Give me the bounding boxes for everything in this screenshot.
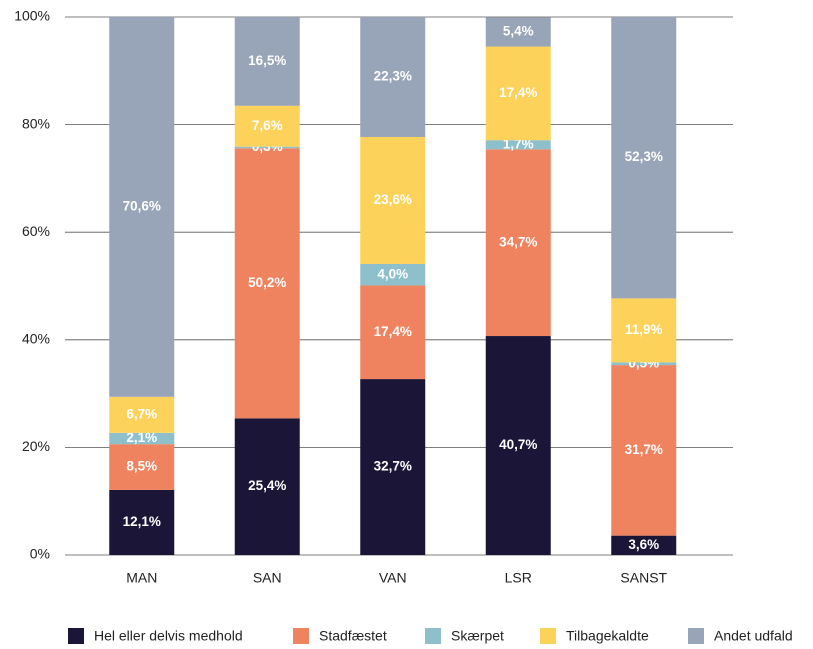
data-label: 31,7% (625, 442, 663, 457)
y-tick-label: 0% (30, 546, 50, 562)
data-label: 23,6% (374, 192, 412, 207)
data-label: 70,6% (123, 198, 161, 213)
x-tick-label: MAN (126, 570, 157, 586)
bar-segment (611, 362, 677, 366)
y-tick-label: 100% (14, 8, 50, 24)
bar-segment (360, 263, 426, 286)
bar-segment (485, 149, 551, 337)
bar-segment (485, 46, 551, 141)
bar-segment (360, 136, 426, 264)
data-label: 32,7% (374, 459, 412, 474)
bar-segment (234, 17, 300, 106)
bar-segment (234, 418, 300, 555)
data-label: 17,4% (374, 324, 412, 339)
legend-label: Tilbagekaldte (566, 628, 649, 644)
bar-segment (485, 336, 551, 555)
y-tick-label: 80% (22, 115, 50, 131)
data-label: 3,6% (628, 537, 659, 552)
data-label: 16,5% (248, 53, 286, 68)
y-tick-label: 20% (22, 438, 50, 454)
data-label: 4,0% (377, 266, 408, 281)
data-label: 11,9% (625, 322, 663, 337)
bar-segment (611, 298, 677, 363)
data-label: 52,3% (625, 149, 663, 164)
bar-segment (611, 535, 677, 555)
bar-segment (109, 396, 175, 433)
bar-segment (485, 140, 551, 150)
x-tick-label: VAN (379, 570, 407, 586)
data-label: 50,2% (248, 275, 286, 290)
x-tick-label: SAN (253, 570, 282, 586)
data-label: 8,5% (126, 459, 157, 474)
bar-segment (234, 148, 300, 419)
legend-label: Hel eller delvis medhold (94, 628, 243, 644)
data-label: 7,6% (252, 118, 283, 133)
legend-swatch (688, 628, 704, 644)
data-label: 22,3% (374, 69, 412, 84)
bar-segment (109, 17, 175, 397)
data-label: 5,4% (503, 24, 534, 39)
bar-segment (109, 432, 175, 445)
bar-segment (611, 17, 677, 299)
bar-segment (485, 17, 551, 47)
legend-swatch (68, 628, 84, 644)
y-tick-label: 40% (22, 331, 50, 347)
legend-label: Andet udfald (714, 628, 793, 644)
legend-label: Skærpet (451, 628, 504, 644)
bar-segment (109, 444, 175, 490)
bar-segment (611, 365, 677, 536)
legend-label: Stadfæstet (319, 628, 387, 644)
bar-segment (109, 489, 175, 555)
y-tick-label: 60% (22, 223, 50, 239)
bar-segment (360, 17, 426, 137)
bar-segment (360, 379, 426, 555)
data-label: 34,7% (499, 234, 537, 249)
data-label: 25,4% (248, 478, 286, 493)
legend-swatch (540, 628, 556, 644)
bar-segment (360, 285, 426, 380)
data-label: 17,4% (499, 85, 537, 100)
bar-segment (234, 105, 300, 147)
data-label: 12,1% (123, 514, 161, 529)
legend-swatch (425, 628, 441, 644)
data-label: 2,1% (126, 430, 157, 445)
x-tick-label: SANST (620, 570, 667, 586)
data-label: 6,7% (126, 406, 157, 421)
legend-swatch (293, 628, 309, 644)
x-tick-label: LSR (505, 570, 532, 586)
bar-segment (234, 146, 300, 149)
data-label: 40,7% (499, 437, 537, 452)
